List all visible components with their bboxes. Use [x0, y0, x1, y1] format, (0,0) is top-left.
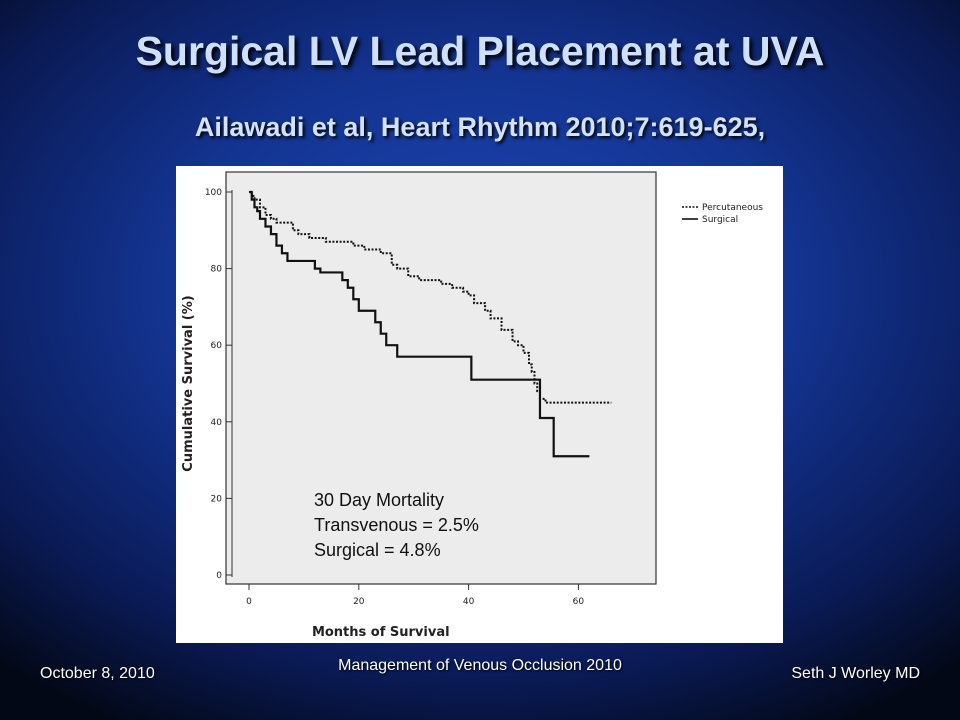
legend-label-surgical: Surgical [702, 215, 738, 225]
y-tick-label: 60 [211, 341, 223, 351]
y-tick-label: 80 [211, 265, 223, 275]
y-tick-label: 0 [216, 571, 222, 581]
survival-chart: 0 20 40 60 80 100 0 20 40 60 Months of Survival Cum… [181, 171, 763, 640]
x-tick-label: 0 [246, 597, 252, 607]
legend-label-percutaneous: Percutaneous [702, 203, 763, 213]
x-axis-title: Months of Survival [312, 625, 450, 640]
y-axis-title: Cumulative Survival (%) [181, 295, 196, 471]
x-tick-label: 40 [463, 597, 475, 607]
footer-author: Seth J Worley MD [791, 665, 920, 682]
slide-subtitle: Ailawadi et al, Heart Rhythm 2010;7:619-… [194, 112, 766, 142]
mortality-note-line: 30 Day Mortality [314, 490, 444, 510]
series-line-surgical [249, 190, 590, 458]
plot-area [225, 171, 657, 585]
x-tick-label: 60 [573, 597, 585, 607]
series-line-percutaneous [249, 191, 612, 404]
y-tick-label: 40 [211, 418, 223, 428]
mortality-note-line: Transvenous = 2.5% [314, 515, 479, 535]
survival-chart-panel: 0 20 40 60 80 100 0 20 40 60 Months of Survival Cum… [176, 166, 783, 643]
y-tick-label: 20 [211, 494, 223, 504]
slide-title: Surgical LV Lead Placement at UVA [135, 28, 825, 74]
footer-event: Management of Venous Occlusion 2010 [338, 657, 622, 674]
mortality-note-line: Surgical = 4.8% [314, 540, 441, 560]
x-tick-label: 20 [353, 597, 365, 607]
footer-date: October 8, 2010 [40, 665, 155, 682]
y-tick-label: 100 [205, 188, 222, 198]
